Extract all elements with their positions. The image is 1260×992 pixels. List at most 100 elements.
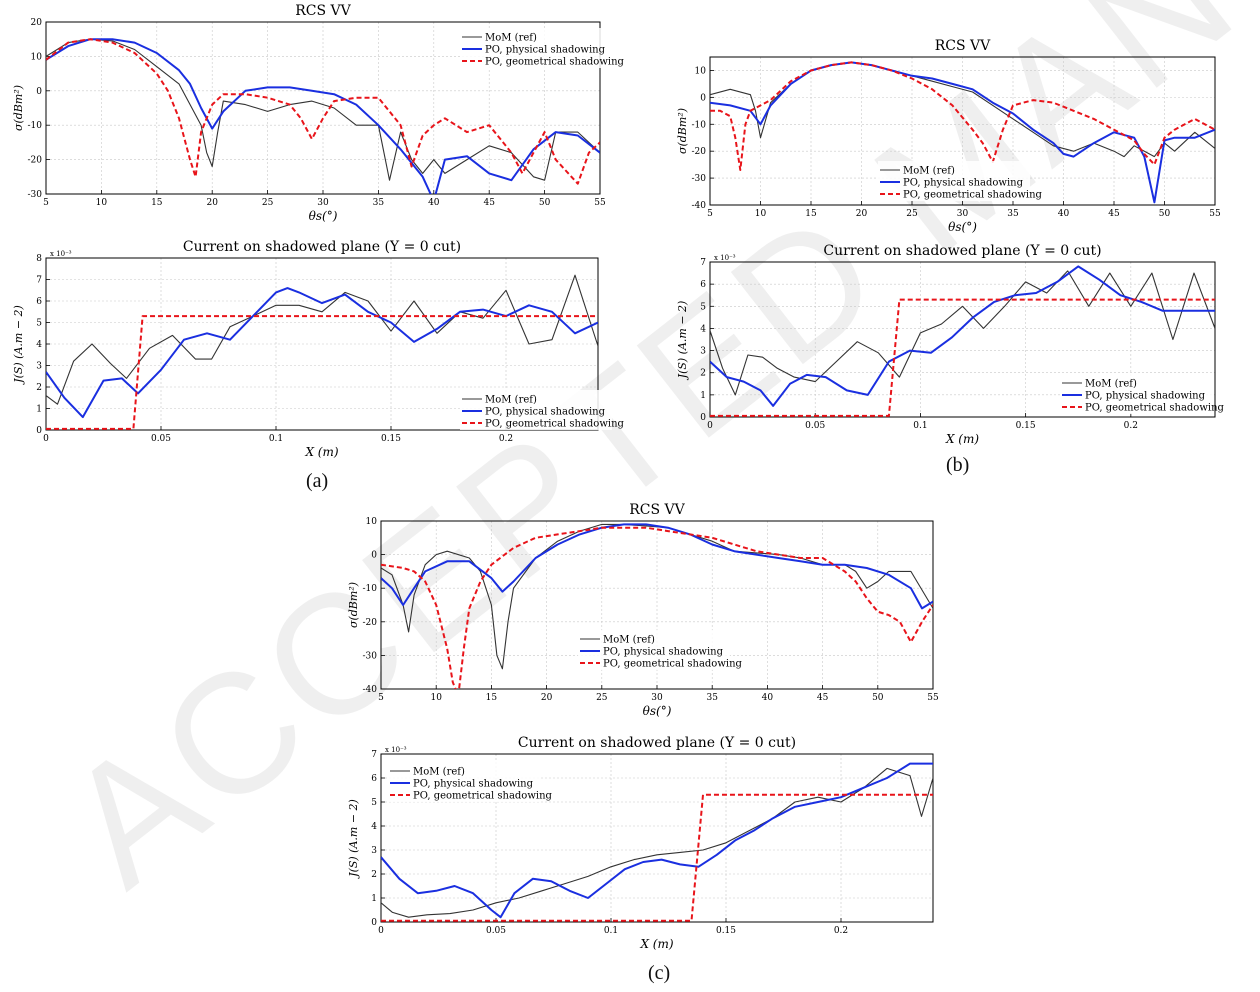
chart-4: 0 0.05 0.1 0.15 0.2 0 1 2 3 4 5 6 7 Current on shadow… <box>676 243 1225 446</box>
y-tick-label: 7 <box>700 258 706 268</box>
panel-label-b: (b) <box>946 454 970 476</box>
chart-title: RCS VV <box>295 3 351 19</box>
series-line-mom <box>381 767 933 918</box>
series-line-phys <box>710 265 1215 407</box>
x-tick-label: 30 <box>957 209 969 219</box>
legend-label-geom: PO, geometrical shadowing <box>485 57 625 68</box>
legend-label-phys: PO, physical shadowing <box>603 647 724 658</box>
legend-label-phys: PO, physical shadowing <box>1085 391 1206 402</box>
y-tick-label: 0 <box>36 426 42 436</box>
x-tick-label: 40 <box>428 198 440 208</box>
y-axis-label: J(S) (A.m − 2) <box>347 799 360 879</box>
y-axis-label: σ(dBm²) <box>347 582 360 628</box>
x-tick-label: 30 <box>317 198 329 208</box>
x-tick-label: 35 <box>373 198 385 208</box>
chart-2: 0 0.05 0.1 0.15 0.2 0 1 2 3 4 5 6 7 8 Current on shado… <box>12 239 625 459</box>
y-tick-label: -10 <box>363 584 378 594</box>
chart-title: RCS VV <box>935 38 991 54</box>
y-tick-label: -40 <box>363 685 378 695</box>
y-tick-label: 0 <box>36 87 42 97</box>
legend-label-mom: MoM (ref) <box>485 33 537 44</box>
x-tick-label: 0.2 <box>499 434 513 444</box>
x-axis-label: θs(°) <box>643 704 672 718</box>
x-tick-label: 0.1 <box>913 421 927 431</box>
x-tick-label: 20 <box>206 198 218 208</box>
legend-box <box>460 28 612 68</box>
y-tick-label: 20 <box>31 18 43 28</box>
series-line-geom <box>46 38 600 185</box>
y-axis-label: J(S) (A.m − 2) <box>12 305 25 385</box>
y-tick-label: 0 <box>700 93 706 103</box>
chart-title: Current on shadowed plane (Y = 0 cut) <box>823 243 1101 259</box>
y-tick-label: -20 <box>363 618 378 628</box>
y-tick-label: 6 <box>700 280 706 290</box>
legend-box <box>1060 374 1212 414</box>
x-tick-label: 35 <box>1007 209 1019 219</box>
y-tick-label: 2 <box>371 870 377 880</box>
chart-title: Current on shadowed plane (Y = 0 cut) <box>183 239 461 255</box>
x-tick-label: 15 <box>151 198 163 208</box>
series-line-mom <box>710 270 1215 396</box>
x-tick-label: 0.1 <box>269 434 283 444</box>
chart-1: 5 10 15 20 25 30 35 40 45 50 55 -30 -20 -10 0 10 20 RCS V… <box>12 3 625 223</box>
y-tick-label: 1 <box>36 405 42 415</box>
y-tick-label: 5 <box>371 798 377 808</box>
x-tick-label: 10 <box>430 693 442 703</box>
y-tick-label: -30 <box>363 651 378 661</box>
legend-label-phys: PO, physical shadowing <box>485 407 606 418</box>
legend-label-phys: PO, physical shadowing <box>413 779 534 790</box>
x-tick-label: 5 <box>378 693 384 703</box>
legend-box <box>878 161 1030 201</box>
y-tick-label: 1 <box>371 894 377 904</box>
x-tick-label: 0.15 <box>381 434 401 444</box>
legend-label-mom: MoM (ref) <box>903 166 955 177</box>
y-tick-label: 7 <box>371 750 377 760</box>
x-axis-label: θs(°) <box>948 220 977 234</box>
x-tick-label: 0.2 <box>834 926 848 936</box>
x-tick-label: 50 <box>872 693 884 703</box>
x-tick-label: 35 <box>706 693 718 703</box>
y-tick-label: 3 <box>371 846 377 856</box>
x-tick-label: 50 <box>539 198 551 208</box>
y-tick-label: 2 <box>700 369 706 379</box>
x-tick-label: 55 <box>1209 209 1221 219</box>
y-tick-label: 4 <box>36 340 42 350</box>
y-tick-label: 10 <box>695 66 707 76</box>
x-tick-label: 10 <box>96 198 108 208</box>
y-tick-label: 10 <box>31 52 43 62</box>
x-axis-label: X (m) <box>639 937 673 951</box>
x-tick-label: 45 <box>817 693 829 703</box>
y-tick-label: 5 <box>700 302 706 312</box>
x-tick-label: 20 <box>856 209 868 219</box>
x-tick-label: 0.05 <box>805 421 825 431</box>
legend-label-geom: PO, geometrical shadowing <box>413 791 553 802</box>
series-line-mom <box>46 274 598 405</box>
x-tick-label: 15 <box>805 209 817 219</box>
x-axis-label: θs(°) <box>309 209 338 223</box>
x-tick-label: 0.15 <box>1016 421 1036 431</box>
chart-3: 5 10 15 20 25 30 35 40 45 50 55 -40 -30 -20 -10 0 10 RCS … <box>676 38 1221 234</box>
series-line-geom <box>381 526 933 689</box>
y-tick-label: 4 <box>700 324 706 334</box>
y-tick-label: 8 <box>36 254 42 264</box>
series-line-geom <box>46 315 598 430</box>
x-axis-label: X (m) <box>945 432 979 446</box>
chart-title: Current on shadowed plane (Y = 0 cut) <box>518 735 796 751</box>
legend-label-mom: MoM (ref) <box>413 767 465 778</box>
legend-label-geom: PO, geometrical shadowing <box>1085 403 1225 414</box>
y-tick-label: -20 <box>692 147 707 157</box>
y-scale-note: x 10⁻³ <box>714 254 736 262</box>
series-line-phys <box>46 38 600 194</box>
y-tick-label: 2 <box>36 383 42 393</box>
y-tick-label: 0 <box>371 551 377 561</box>
series-line-phys <box>46 287 598 419</box>
x-tick-label: 20 <box>541 693 553 703</box>
y-tick-label: -30 <box>28 190 43 200</box>
x-tick-label: 0.05 <box>151 434 171 444</box>
legend-label-mom: MoM (ref) <box>1085 379 1137 390</box>
